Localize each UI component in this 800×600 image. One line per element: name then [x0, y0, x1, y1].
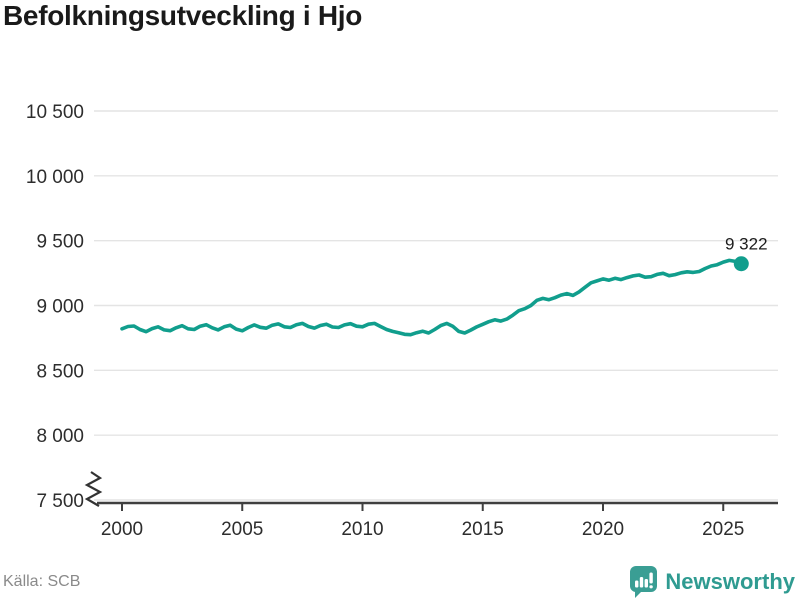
x-axis-label: 2015 — [462, 519, 504, 540]
x-axis-label: 2005 — [221, 519, 263, 540]
newsworthy-wordmark: Newsworthy — [665, 569, 795, 594]
population-line — [120, 258, 744, 337]
y-axis-label: 10 500 — [26, 102, 84, 123]
y-axis-label: 8 000 — [36, 426, 84, 447]
x-axis-label: 2000 — [101, 519, 143, 540]
y-axis-label: 8 500 — [36, 361, 84, 382]
y-axis-label: 9 000 — [36, 297, 84, 318]
y-axis-label: 10 000 — [26, 167, 84, 188]
x-axis-label: 2010 — [341, 519, 383, 540]
newsworthy-icon — [630, 566, 658, 598]
axis-break-icon — [84, 471, 103, 507]
y-axis-label: 9 500 — [36, 232, 84, 253]
source-note: Källa: SCB — [3, 573, 81, 590]
end-point-dot — [733, 256, 749, 272]
y-axis-label: 7 500 — [36, 491, 84, 512]
end-value-label: 9 322 — [725, 235, 768, 254]
newsworthy-logo: Newsworthy — [629, 565, 795, 599]
x-axis-label: 2020 — [582, 519, 624, 540]
x-axis-label: 2025 — [702, 519, 744, 540]
chart-title: Befolkningsutveckling i Hjo — [3, 0, 363, 31]
